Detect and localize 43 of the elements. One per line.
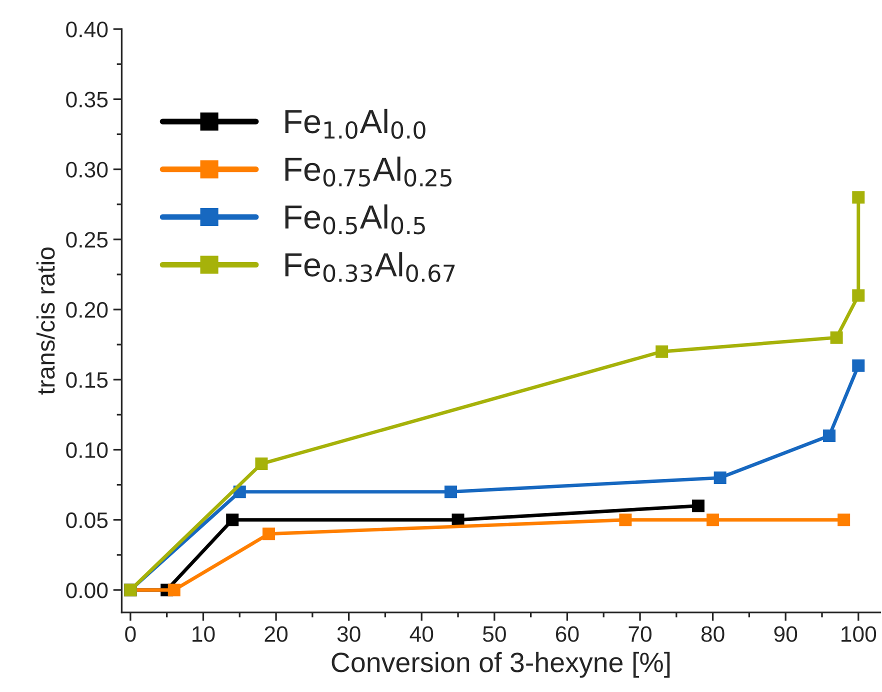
- x-tick-label: 20: [264, 626, 288, 642]
- point: [444, 486, 457, 498]
- legend-label: Fe$_{0.75}$Al$_{0.25}$: [285, 156, 452, 187]
- x-tick-label: 40: [410, 626, 434, 642]
- x-tick-label: 70: [628, 626, 652, 642]
- y-tick-label: 0.20: [66, 302, 108, 318]
- point: [619, 514, 632, 526]
- point: [706, 514, 720, 526]
- point: [255, 458, 268, 470]
- y-tick-label: 0.40: [66, 22, 108, 38]
- point: [168, 584, 180, 596]
- y-tick-label: 0.00: [66, 582, 108, 598]
- legend-label: Fe$_{0.5}$Al$_{0.5}$: [285, 204, 425, 234]
- x-axis-title: Conversion of 3-hexyne [%]: [332, 652, 670, 678]
- point: [692, 500, 704, 512]
- x-tick-label: 30: [337, 626, 360, 642]
- y-tick-label: 0.25: [66, 232, 108, 248]
- x-tick-label: 60: [556, 626, 579, 642]
- point: [452, 514, 464, 526]
- point: [262, 528, 276, 540]
- point: [823, 429, 836, 442]
- y-tick-label: 0.35: [66, 92, 108, 108]
- y-axis-title: trans/cis ratio: [36, 247, 55, 395]
- x-tick-label: 10: [192, 626, 215, 642]
- point: [226, 514, 239, 526]
- legend-label: Fe$_{1.0}$Al$_{0.0}$: [285, 108, 426, 139]
- point: [830, 331, 843, 344]
- legend-label: Fe$_{0.33}$Al$_{0.67}$: [285, 252, 455, 282]
- point: [714, 472, 726, 484]
- point: [852, 359, 865, 372]
- x-tick-label: 80: [701, 626, 724, 642]
- y-tick-label: 0.15: [66, 372, 108, 388]
- x-tick-label: 0: [125, 626, 136, 642]
- point: [852, 289, 865, 302]
- y-tick-label: 0.30: [66, 162, 108, 178]
- x-tick-label: 100: [842, 626, 876, 642]
- x-tick-label: 50: [482, 626, 506, 642]
- point: [838, 514, 850, 526]
- y-tick-label: 0.10: [66, 442, 108, 458]
- point: [656, 345, 668, 358]
- y-tick-label: 0.05: [66, 512, 108, 528]
- point: [852, 191, 865, 204]
- x-tick-label: 90: [774, 626, 798, 642]
